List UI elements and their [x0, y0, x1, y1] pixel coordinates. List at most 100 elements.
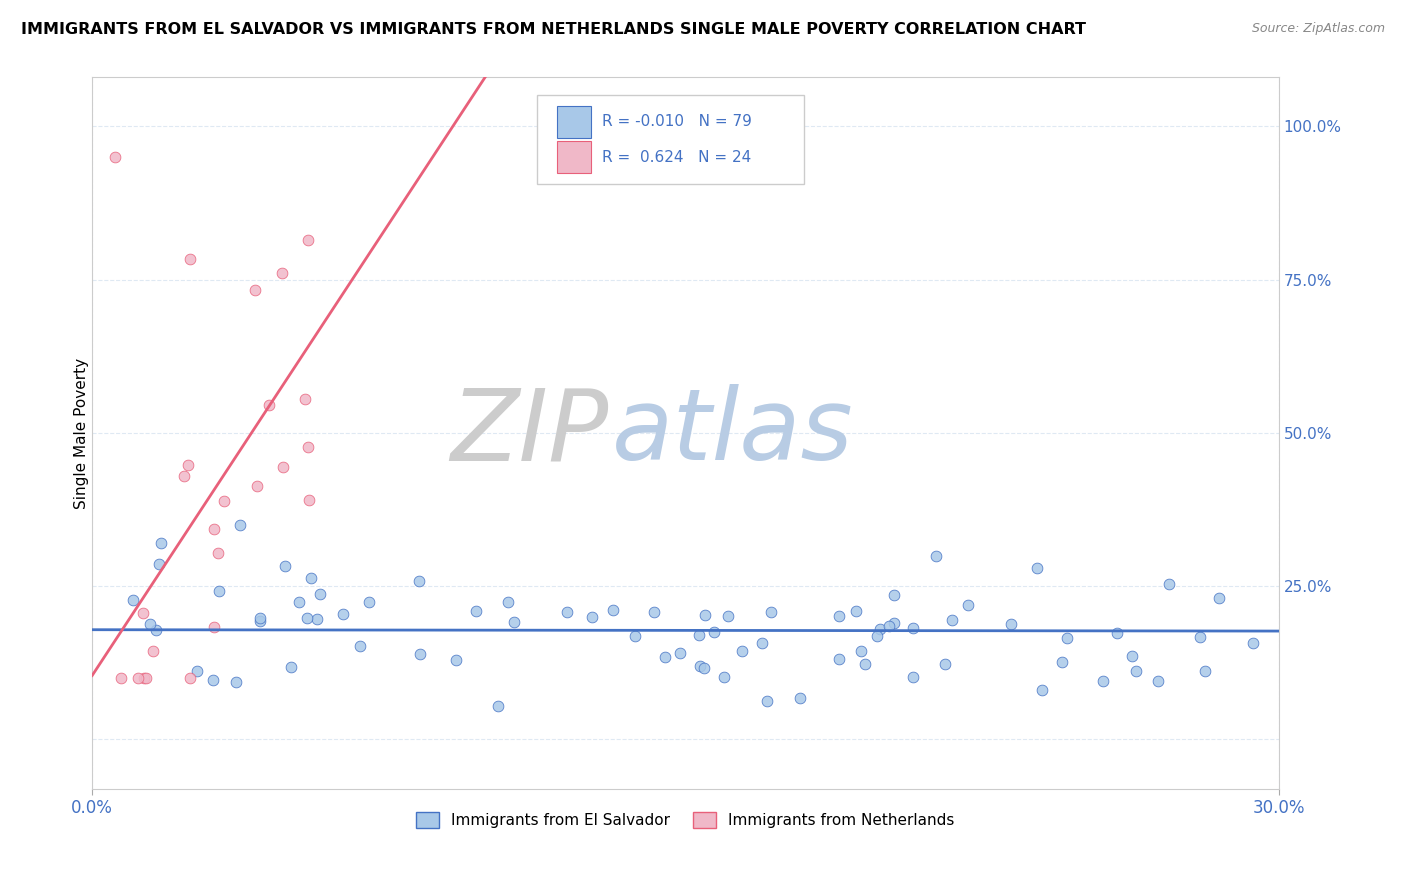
Point — [956, 599, 979, 613]
Bar — [557, 141, 591, 173]
Point — [246, 479, 269, 493]
Point — [643, 605, 665, 619]
Point — [1159, 577, 1181, 591]
Point — [110, 671, 132, 685]
Point — [623, 629, 645, 643]
Y-axis label: Single Male Poverty: Single Male Poverty — [73, 358, 89, 508]
Point — [271, 459, 294, 474]
Point — [249, 614, 271, 628]
Point — [901, 621, 924, 635]
Point — [751, 636, 773, 650]
Point — [1241, 636, 1264, 650]
Point — [122, 593, 145, 607]
Point — [186, 665, 208, 679]
Point — [828, 609, 851, 624]
Text: IMMIGRANTS FROM EL SALVADOR VS IMMIGRANTS FROM NETHERLANDS SINGLE MALE POVERTY C: IMMIGRANTS FROM EL SALVADOR VS IMMIGRANT… — [21, 22, 1085, 37]
Point — [309, 587, 332, 601]
Point — [486, 698, 509, 713]
Point — [759, 605, 782, 619]
Point — [104, 150, 127, 164]
Point — [1107, 625, 1129, 640]
Point — [135, 671, 157, 685]
Point — [332, 607, 354, 622]
Point — [1125, 664, 1147, 678]
Point — [288, 595, 311, 609]
Point — [849, 644, 872, 658]
Point — [305, 611, 328, 625]
Point — [297, 441, 319, 455]
Point — [202, 522, 225, 536]
Point — [877, 619, 900, 633]
Point — [465, 604, 488, 618]
Point — [243, 283, 266, 297]
Point — [581, 609, 603, 624]
Point — [298, 492, 321, 507]
Point — [299, 572, 322, 586]
Point — [349, 640, 371, 654]
Point — [150, 536, 173, 550]
Point — [1000, 616, 1022, 631]
Point — [602, 603, 624, 617]
Point — [1025, 561, 1047, 575]
Point — [941, 613, 963, 627]
Point — [1056, 632, 1078, 646]
Point — [179, 252, 201, 266]
Bar — [557, 105, 591, 137]
Point — [271, 266, 294, 280]
Point — [717, 608, 740, 623]
Text: atlas: atlas — [612, 384, 853, 482]
Point — [359, 595, 381, 609]
Point — [274, 559, 297, 574]
Point — [1147, 674, 1170, 689]
Point — [297, 233, 319, 247]
Point — [139, 617, 162, 632]
Point — [225, 675, 247, 690]
Text: ZIP: ZIP — [450, 384, 609, 482]
Point — [654, 650, 676, 665]
Point — [177, 458, 200, 473]
Point — [1091, 673, 1114, 688]
Point — [688, 628, 710, 642]
Point — [713, 670, 735, 684]
Text: Source: ZipAtlas.com: Source: ZipAtlas.com — [1251, 22, 1385, 36]
Point — [249, 611, 271, 625]
Point — [901, 670, 924, 684]
Point — [555, 605, 578, 619]
Point — [409, 647, 432, 661]
Point — [496, 595, 519, 609]
Point — [883, 588, 905, 602]
Point — [755, 694, 778, 708]
Point — [703, 624, 725, 639]
Point — [828, 652, 851, 666]
Point — [866, 629, 889, 643]
Point — [202, 620, 225, 634]
Point — [294, 392, 316, 406]
Point — [127, 671, 149, 685]
Point — [934, 657, 956, 671]
Point — [208, 584, 231, 599]
Point — [853, 657, 876, 671]
Point — [201, 673, 224, 687]
Point — [280, 660, 302, 674]
Point — [1189, 630, 1212, 644]
Point — [1208, 591, 1230, 605]
Text: R = -0.010   N = 79: R = -0.010 N = 79 — [603, 114, 752, 129]
Point — [148, 558, 170, 572]
Point — [132, 671, 155, 685]
Point — [668, 646, 690, 660]
Point — [212, 493, 235, 508]
Text: R =  0.624   N = 24: R = 0.624 N = 24 — [603, 150, 752, 165]
Point — [444, 653, 467, 667]
Point — [503, 615, 526, 629]
Point — [692, 661, 714, 675]
Point — [132, 606, 155, 620]
Point — [1052, 655, 1074, 669]
Legend: Immigrants from El Salvador, Immigrants from Netherlands: Immigrants from El Salvador, Immigrants … — [411, 806, 960, 834]
Point — [883, 616, 905, 631]
Point — [689, 659, 711, 673]
Point — [179, 671, 201, 685]
FancyBboxPatch shape — [537, 95, 804, 184]
Point — [844, 604, 866, 618]
Point — [173, 469, 195, 483]
Point — [925, 549, 948, 563]
